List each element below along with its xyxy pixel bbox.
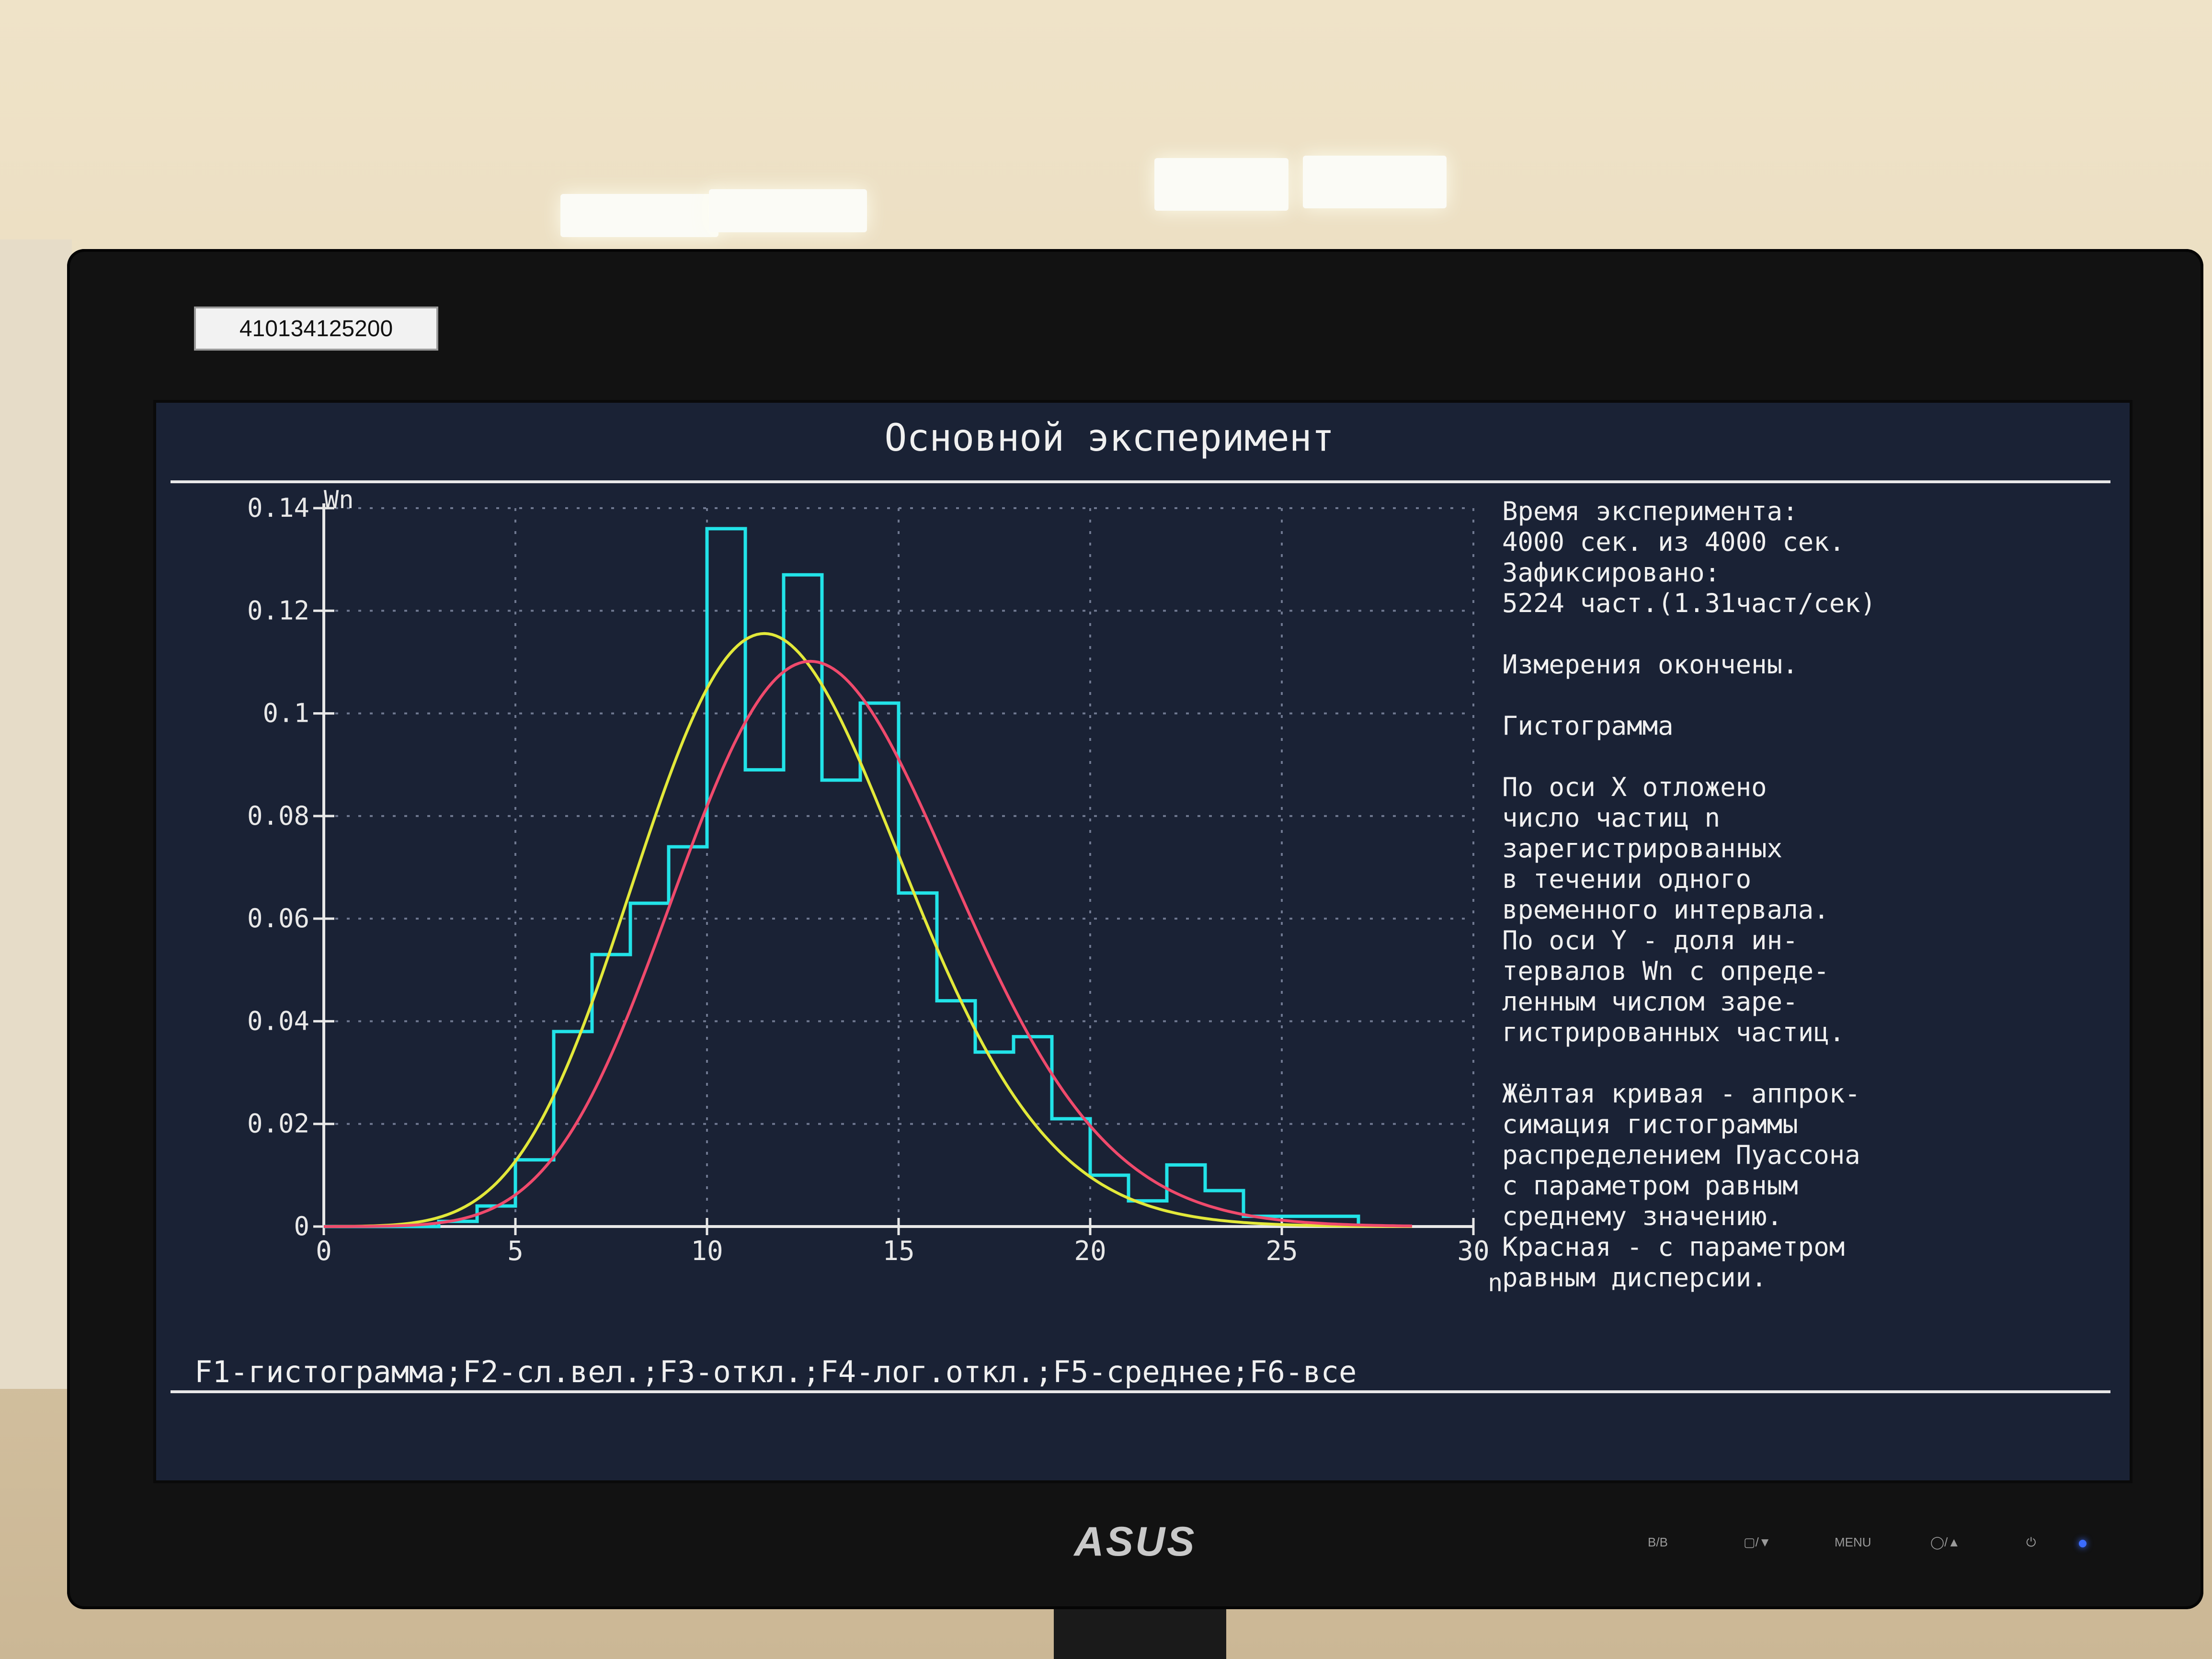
info-line: Измерения окончены. <box>1502 649 1798 680</box>
button-label[interactable]: MENU <box>1835 1535 1871 1549</box>
ceiling-light <box>560 194 718 237</box>
y-tick-label: 0 <box>294 1211 309 1241</box>
y-tick-label: 0.04 <box>247 1006 309 1036</box>
x-tick-label: 15 <box>882 1236 914 1267</box>
x-tick-label: 30 <box>1457 1236 1489 1267</box>
info-line: с параметром равным <box>1502 1170 1798 1201</box>
info-line: 4000 сек. из 4000 сек. <box>1502 527 1845 557</box>
info-line: 5224 част.(1.31част/сек) <box>1502 588 1876 618</box>
y-tick-label: 0.08 <box>247 801 309 831</box>
ceiling-light <box>1154 158 1288 211</box>
monitor-buttons: B/B ▢/▼ MENU ◯/▲ ⏻ <box>1648 1535 2136 1554</box>
button-label[interactable]: ▢/▼ <box>1744 1535 1771 1549</box>
info-line: Время эксперимента: <box>1502 496 1798 526</box>
page-title: Основной эксперимент <box>884 417 1334 460</box>
monitor-stand <box>1054 1609 1226 1659</box>
inventory-sticker: 410134125200 <box>194 307 438 351</box>
info-line: гистрированных частиц. <box>1502 1017 1845 1047</box>
info-line: Гистограмма <box>1502 711 1674 741</box>
power-led-icon <box>2079 1540 2087 1547</box>
button-label[interactable]: ◯/▲ <box>1930 1535 1961 1549</box>
chart-ticks: 0 5 10 15 20 25 30 0 0.02 0.04 0.06 0.08 0.1 0.12 0.14 <box>247 493 1490 1267</box>
info-line: симация гистограммы <box>1502 1109 1798 1139</box>
info-line: Красная - с параметром <box>1502 1232 1845 1262</box>
poisson-curve-yellow <box>324 632 1412 1228</box>
y-tick-label: 0.14 <box>247 493 309 523</box>
info-line: равным дисперсии. <box>1502 1262 1767 1293</box>
info-line: зарегистрированных <box>1502 833 1782 864</box>
ceiling-light <box>709 189 867 232</box>
info-line: ленным числом заре- <box>1502 987 1798 1017</box>
info-line: По оси X отложено <box>1502 772 1767 802</box>
button-label[interactable]: B/B <box>1648 1535 1668 1549</box>
function-key-bar: F1-гистограмма;F2-сл.вел.;F3-откл.;F4-ло… <box>194 1354 1357 1389</box>
info-line: временного интервала. <box>1502 895 1829 925</box>
monitor-screen: Основной эксперимент 0 5 10 15 20 25 30 0 0.02 0.… <box>153 400 2132 1483</box>
info-line: По оси Y - доля ин- <box>1502 925 1798 955</box>
ceiling-light <box>1303 156 1447 208</box>
monitor-brand-logo: ASUS <box>1074 1519 1197 1565</box>
info-line: число частиц n <box>1502 803 1720 833</box>
wall-left <box>0 239 72 1389</box>
info-line: Жёлтая кривая - аппрок- <box>1502 1079 1860 1109</box>
program-display: Основной эксперимент 0 5 10 15 20 25 30 0 0.02 0.… <box>171 417 2110 1393</box>
info-line: среднему значению. <box>1502 1201 1782 1231</box>
x-tick-label: 20 <box>1074 1236 1106 1267</box>
info-panel: Время эксперимента:4000 сек. из 4000 сек… <box>1502 496 1876 1293</box>
x-tick-label: 0 <box>316 1236 332 1267</box>
y-tick-label: 0.06 <box>247 903 309 933</box>
info-line: в течении одного <box>1502 864 1751 894</box>
button-label[interactable]: ⏻ <box>2026 1535 2036 1549</box>
y-tick-label: 0.1 <box>262 698 309 728</box>
x-axis-label: n <box>1488 1269 1503 1297</box>
info-line: распределением Пуассона <box>1502 1140 1860 1170</box>
info-line: Зафиксировано: <box>1502 557 1720 588</box>
x-tick-label: 5 <box>507 1236 524 1267</box>
x-tick-label: 10 <box>691 1236 723 1267</box>
histogram-outline <box>324 527 1360 1228</box>
y-tick-label: 0.02 <box>247 1109 309 1139</box>
y-tick-label: 0.12 <box>247 595 309 625</box>
y-axis-label: Wn <box>324 486 354 514</box>
x-tick-label: 25 <box>1266 1236 1298 1267</box>
poisson-curve-red <box>324 659 1413 1228</box>
info-line: тервалов Wn с опреде- <box>1502 956 1829 986</box>
